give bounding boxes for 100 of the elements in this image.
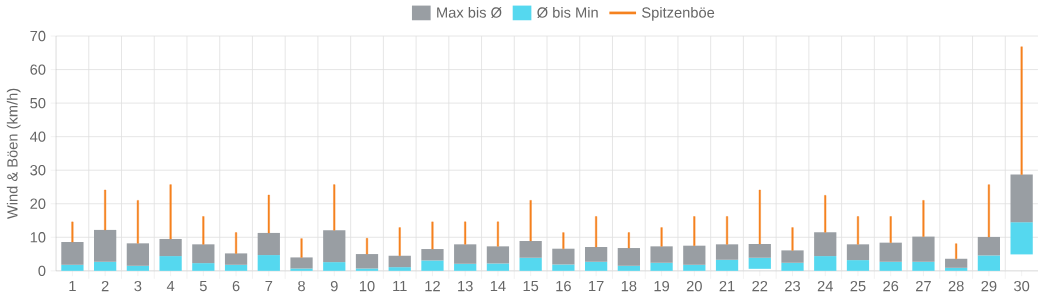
bar [552, 264, 575, 271]
bar [977, 236, 1001, 256]
bar [290, 268, 313, 271]
bar [879, 261, 902, 271]
bar [715, 244, 739, 260]
bar [1010, 174, 1033, 223]
bar [715, 259, 739, 271]
x-tick-label: 16 [556, 280, 571, 292]
bar [224, 253, 248, 265]
x-tick-label: 15 [523, 280, 539, 292]
bar [552, 248, 575, 265]
bar [781, 262, 804, 271]
x-tick-label: 19 [654, 280, 670, 292]
bar [159, 255, 182, 271]
bar [945, 267, 968, 271]
bar [748, 257, 771, 269]
bar [584, 261, 608, 271]
bar [912, 261, 935, 271]
x-tick-label: 25 [850, 280, 866, 292]
bar [126, 243, 150, 266]
bar [617, 265, 640, 271]
bar [781, 250, 804, 263]
x-tick-label: 27 [916, 280, 931, 292]
bar [486, 263, 510, 271]
x-tick-label: 10 [359, 280, 375, 292]
bar [454, 263, 477, 271]
bar [159, 238, 182, 256]
bar [388, 255, 411, 268]
bar [814, 255, 837, 271]
x-tick-label: 3 [134, 280, 142, 292]
x-tick-label: 5 [199, 280, 207, 292]
bar [683, 245, 706, 265]
bar [61, 264, 84, 271]
y-tick-label: 40 [30, 131, 46, 142]
bar [355, 253, 379, 269]
bar [94, 229, 117, 262]
x-tick-label: 18 [621, 280, 637, 292]
bar [257, 232, 280, 255]
x-tick-label: 7 [265, 280, 273, 291]
bar [126, 265, 150, 271]
x-tick-label: 8 [298, 280, 305, 292]
x-tick-label: 4 [166, 280, 175, 291]
bar [650, 262, 673, 271]
x-tick-label: 17 [589, 280, 604, 291]
bar [977, 255, 1001, 271]
x-tick-label: 9 [330, 280, 338, 292]
x-tick-label: 26 [883, 280, 899, 292]
y-tick-label: 0 [38, 265, 46, 276]
bar [224, 264, 248, 271]
bar [1010, 222, 1033, 255]
bar [61, 241, 84, 265]
bar [584, 246, 608, 262]
bar [192, 244, 215, 264]
bar [683, 264, 706, 271]
bar [323, 262, 346, 271]
legend-label: Max bis Ø [437, 6, 502, 18]
bar [650, 246, 673, 263]
y-axis-title: Wind & Böen (km/h) [6, 88, 21, 219]
bar [421, 260, 444, 271]
y-tick-label: 10 [30, 232, 46, 243]
x-tick-label: 21 [719, 280, 735, 292]
x-tick-label: 14 [490, 280, 506, 291]
y-tick-label: 70 [30, 30, 46, 42]
bar [879, 242, 902, 262]
bar [519, 257, 542, 271]
bar [486, 246, 510, 264]
legend-label: Ø bis Min [537, 6, 598, 18]
x-tick-label: 29 [981, 280, 997, 292]
x-tick-label: 22 [752, 280, 768, 292]
y-tick-label: 30 [30, 164, 46, 176]
y-tick-label: 60 [30, 64, 46, 75]
x-tick-label: 23 [785, 280, 801, 292]
bar [945, 258, 968, 268]
bar [388, 267, 411, 271]
x-tick-label: 1 [69, 280, 76, 291]
x-tick-label: 6 [232, 280, 240, 292]
bar [748, 243, 771, 258]
bar [323, 230, 346, 263]
bar [290, 257, 313, 269]
bar [257, 254, 280, 271]
x-tick-label: 24 [817, 280, 833, 292]
x-tick-label: 30 [1014, 280, 1030, 292]
bar [355, 268, 379, 271]
y-tick-label: 20 [30, 198, 46, 209]
x-tick-label: 13 [458, 280, 473, 292]
bar [846, 244, 870, 261]
x-tick-label: 20 [686, 280, 702, 292]
x-tick-label: 2 [101, 280, 109, 292]
x-tick-label: 11 [393, 280, 407, 291]
x-tick-label: 28 [948, 280, 964, 292]
bar [421, 248, 444, 261]
bar [912, 236, 935, 262]
bar [814, 232, 837, 256]
bar [617, 247, 640, 266]
legend-label: Spitzenböe [642, 6, 715, 21]
y-tick-label: 50 [30, 97, 46, 109]
bar [192, 263, 215, 271]
bar [454, 244, 477, 264]
bar [846, 260, 870, 271]
x-tick-label: 12 [425, 280, 440, 292]
